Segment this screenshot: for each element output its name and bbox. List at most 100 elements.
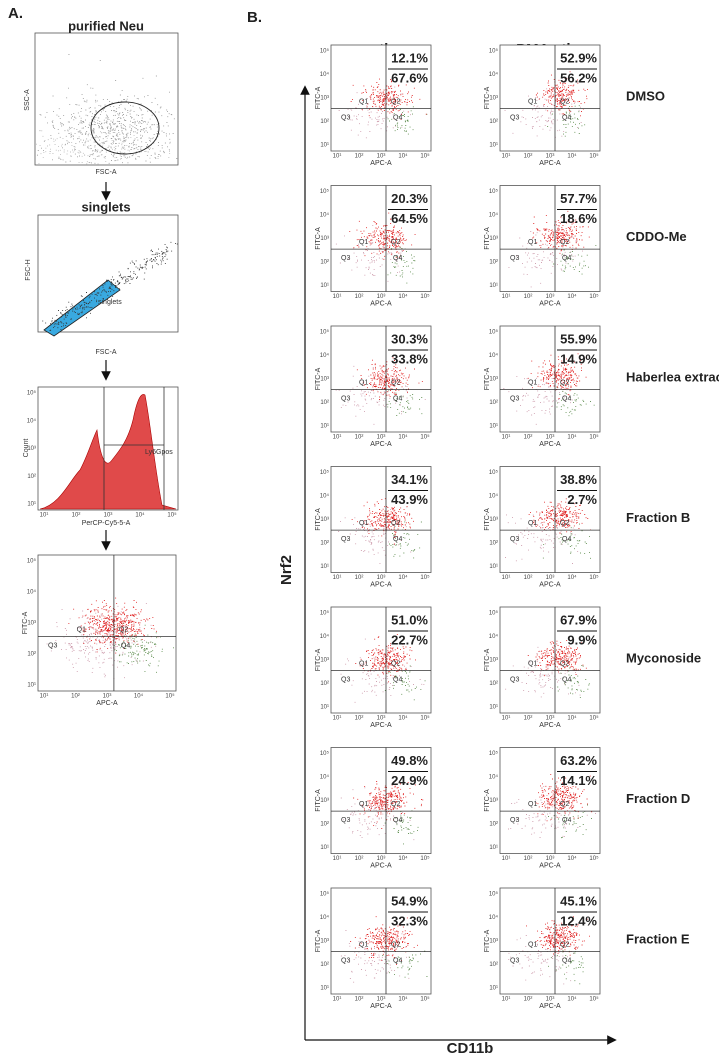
quadrant-label: Q1: [528, 379, 537, 386]
y-tick-label: 10⁵: [320, 48, 330, 55]
y-tick-label: 10⁴: [489, 493, 499, 500]
x-tick-label: 10⁴: [398, 715, 408, 722]
percentage: 67.9%: [560, 612, 597, 627]
dots: [382, 946, 428, 978]
y-tick-label: 10⁴: [489, 71, 499, 78]
y-axis-label: FITC-A: [484, 929, 491, 952]
x-axis-label: APC-A: [370, 1003, 392, 1010]
y-tick-label: 10³: [320, 236, 329, 242]
quadrant-label: Q2: [560, 379, 569, 386]
row-label: Fraction D: [626, 791, 690, 806]
y-tick-label: 10⁵: [489, 188, 499, 195]
plot-frame: [499, 747, 601, 854]
x-tick-label: 10¹: [333, 716, 342, 722]
x-tick-label: 10⁴: [398, 574, 408, 581]
y-tick-label: 10¹: [489, 424, 498, 430]
x-tick-label: 10¹: [502, 154, 511, 160]
quadrant-label: Q3: [341, 255, 350, 262]
quadrant-label: Q3: [510, 255, 519, 262]
percentage: 12.1%: [391, 50, 428, 65]
plot-frame: [330, 325, 432, 433]
y-tick-label: 10⁵: [320, 610, 330, 617]
x-tick-label: 10¹: [333, 856, 342, 862]
quadrant-label: Q2: [391, 239, 400, 246]
y-tick-label: 10²: [489, 119, 498, 125]
quadrant-label: Q3: [341, 676, 350, 683]
y-tick-label: 10⁴: [320, 493, 330, 500]
percentage: 18.6%: [560, 211, 597, 226]
y-axis-label: FITC-A: [315, 508, 322, 531]
y-tick-label: 10²: [489, 962, 498, 968]
quadrant-label: Q1: [528, 660, 537, 667]
x-tick-label: 10⁵: [420, 574, 430, 581]
x-tick-label: 10⁵: [167, 512, 177, 519]
y-tick-label: 10¹: [320, 143, 329, 149]
y-axis-label: FITC-A: [22, 611, 29, 634]
dots: [557, 665, 590, 699]
quadrant-label: Q1: [359, 801, 368, 808]
x-axis-label: APC-A: [539, 581, 561, 588]
quadrant-label: Q3: [341, 817, 350, 824]
y-tick-label: 10⁴: [489, 212, 499, 219]
y-axis-label: FITC-A: [315, 929, 322, 952]
quadrant-label: Q4: [562, 395, 571, 402]
quadrant-label: Q3: [341, 536, 350, 543]
y-tick-label: 10⁴: [489, 352, 499, 359]
quadrant-label: Q4: [562, 536, 571, 543]
row-label: Fraction B: [626, 510, 690, 525]
dots: [547, 104, 586, 137]
x-tick-label: 10⁴: [398, 434, 408, 441]
y-tick-label: 10³: [489, 939, 498, 945]
quadrant-label: Q2: [560, 801, 569, 808]
quadrant-label: Q1: [528, 239, 537, 246]
plot-frame: [330, 185, 432, 292]
plot-frame: [330, 44, 432, 152]
gate-label: Ly6Gpos: [145, 449, 173, 456]
x-tick-label: 10³: [546, 856, 555, 862]
dots: [553, 237, 597, 275]
x-tick-label: 10⁴: [398, 855, 408, 862]
x-axis-label: APC-A: [370, 160, 392, 167]
plot-frame: [499, 44, 601, 152]
row-label: CDDO-Me: [626, 229, 687, 244]
y-tick-label: 10¹: [320, 845, 329, 851]
quadrant-label: Q2: [391, 98, 400, 105]
x-axis-label: APC-A: [539, 1003, 561, 1010]
percentage: 51.0%: [391, 612, 428, 627]
y-tick-label: 10³: [320, 798, 329, 804]
y-tick-label: 10¹: [489, 564, 498, 570]
y-tick-label: 10⁴: [27, 417, 37, 424]
x-axis-label: APC-A: [96, 700, 118, 707]
dots: [36, 118, 171, 165]
x-tick-label: 10³: [546, 716, 555, 722]
dots: [340, 638, 425, 703]
quadrant-label: Q4: [562, 817, 571, 824]
quadrant-label: Q1: [528, 941, 537, 948]
y-tick-label: 10²: [320, 119, 329, 125]
quadrant-label: Q2: [560, 941, 569, 948]
x-tick-label: 10⁵: [420, 855, 430, 862]
x-tick-label: 10¹: [502, 575, 511, 581]
y-tick-label: 10³: [489, 517, 498, 523]
x-tick-label: 10²: [524, 575, 533, 581]
x-tick-label: 10¹: [40, 513, 49, 519]
x-tick-label: 10⁴: [567, 855, 577, 862]
percentage: 2.7%: [567, 492, 597, 507]
quadrant-label: Q2: [560, 520, 569, 527]
quadrant-label: Q2: [560, 660, 569, 667]
y-tick-label: 10²: [489, 260, 498, 266]
x-tick-label: 10⁴: [398, 153, 408, 160]
x-tick-label: 10¹: [502, 435, 511, 441]
y-tick-label: 10¹: [320, 564, 329, 570]
y-tick-label: 10⁵: [27, 390, 37, 397]
y-tick-label: 10⁵: [489, 469, 499, 476]
y-tick-label: 10²: [27, 474, 36, 480]
percentage: 52.9%: [560, 50, 597, 65]
quadrant-label: Q2: [560, 239, 569, 246]
x-axis-label: FSC-A: [96, 169, 117, 176]
x-tick-label: 10¹: [502, 294, 511, 300]
x-tick-label: 10²: [355, 575, 364, 581]
x-tick-label: 10⁴: [398, 996, 408, 1003]
x-axis-label: APC-A: [539, 300, 561, 307]
y-tick-label: 10²: [320, 260, 329, 266]
